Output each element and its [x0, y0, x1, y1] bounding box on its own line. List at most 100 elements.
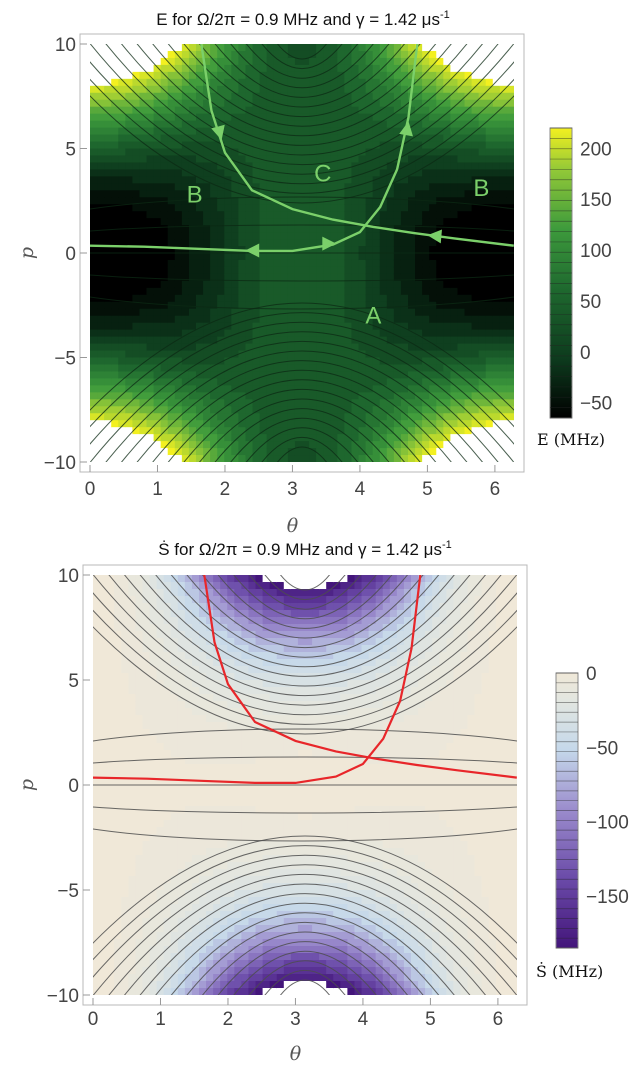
density-cell — [220, 757, 228, 765]
density-cell — [252, 455, 261, 462]
density-cell — [379, 315, 388, 324]
density-cell — [121, 974, 129, 982]
density-cell — [217, 120, 225, 129]
density-cell — [294, 329, 303, 338]
density-cell — [422, 259, 430, 268]
contour-line — [167, 379, 437, 462]
density-cell — [220, 673, 228, 681]
density-cell — [170, 687, 179, 695]
density-cell — [365, 162, 374, 170]
density-cell — [429, 350, 437, 359]
density-cell — [135, 883, 144, 891]
density-cell — [167, 232, 176, 240]
density-cell — [181, 218, 190, 226]
density-cell — [492, 301, 501, 310]
density-cell — [429, 392, 437, 400]
density-cell — [471, 392, 480, 400]
density-cell — [450, 315, 459, 324]
density-cell — [287, 106, 296, 115]
density-cell — [121, 799, 129, 807]
density-cell — [114, 953, 122, 961]
density-cell — [224, 106, 232, 115]
trajectory-arrow — [211, 124, 225, 141]
density-cell — [111, 113, 119, 122]
density-cell — [142, 855, 151, 863]
density-cell — [400, 392, 409, 400]
density-cell — [408, 406, 416, 414]
density-cell — [93, 757, 101, 765]
density-cell — [100, 589, 108, 597]
density-cell — [478, 183, 487, 191]
density-cell — [191, 855, 200, 863]
density-cell — [386, 448, 395, 456]
density-cell — [139, 183, 148, 191]
density-cell — [118, 343, 126, 352]
density-cell — [464, 120, 473, 129]
density-cell — [181, 434, 190, 442]
density-cell — [139, 204, 148, 212]
density-cell — [294, 155, 303, 164]
density-cell — [464, 434, 473, 442]
density-cell — [245, 204, 254, 212]
density-cell — [167, 357, 176, 366]
density-cell — [191, 946, 200, 954]
density-cell — [128, 799, 136, 807]
density-cell — [191, 743, 200, 751]
density-cell — [351, 176, 360, 184]
density-cell — [167, 343, 176, 352]
density-cell — [443, 406, 451, 414]
density-cell — [245, 301, 254, 310]
density-cell — [499, 273, 508, 282]
density-cell — [93, 974, 101, 982]
density-cell — [153, 392, 162, 400]
density-cell — [231, 259, 239, 268]
density-cell — [121, 911, 129, 919]
density-cell — [238, 441, 247, 449]
density-cell — [429, 343, 437, 352]
density-cell — [139, 350, 148, 359]
density-cell — [316, 197, 324, 205]
density-cell — [196, 336, 204, 345]
density-cell — [153, 120, 162, 129]
density-cell — [266, 308, 275, 317]
density-cell — [160, 322, 169, 331]
density-cell — [309, 64, 317, 73]
density-cell — [177, 582, 186, 590]
density-cell — [245, 448, 254, 456]
density-cell — [224, 253, 232, 261]
density-cell — [309, 239, 317, 247]
density-cell — [156, 645, 165, 653]
density-cell — [128, 827, 136, 835]
density-cell — [422, 197, 430, 205]
density-cell — [196, 280, 204, 289]
density-cell — [492, 99, 501, 108]
density-cell — [135, 617, 144, 625]
density-cell — [191, 939, 200, 947]
density-cell — [316, 99, 324, 108]
density-cell — [149, 785, 158, 793]
density-cell — [330, 197, 338, 205]
density-cell — [365, 308, 374, 317]
density-cell — [365, 232, 374, 240]
density-cell — [203, 294, 211, 303]
density-cell — [471, 301, 480, 310]
density-cell — [450, 343, 459, 352]
density-cell — [393, 225, 402, 233]
density-cell — [135, 680, 144, 688]
density-cell — [111, 399, 119, 407]
region-label-a: A — [365, 303, 381, 330]
density-cell — [118, 183, 126, 191]
density-cell — [104, 364, 112, 373]
density-cell — [365, 259, 374, 268]
density-cell — [457, 183, 466, 191]
density-cell — [309, 413, 317, 421]
density-cell — [316, 350, 324, 359]
density-cell — [153, 329, 162, 338]
density-cell — [184, 904, 193, 912]
density-cell — [93, 666, 101, 674]
density-cell — [167, 225, 176, 233]
density-cell — [114, 911, 122, 919]
density-cell — [259, 44, 268, 52]
density-cell — [492, 120, 501, 129]
